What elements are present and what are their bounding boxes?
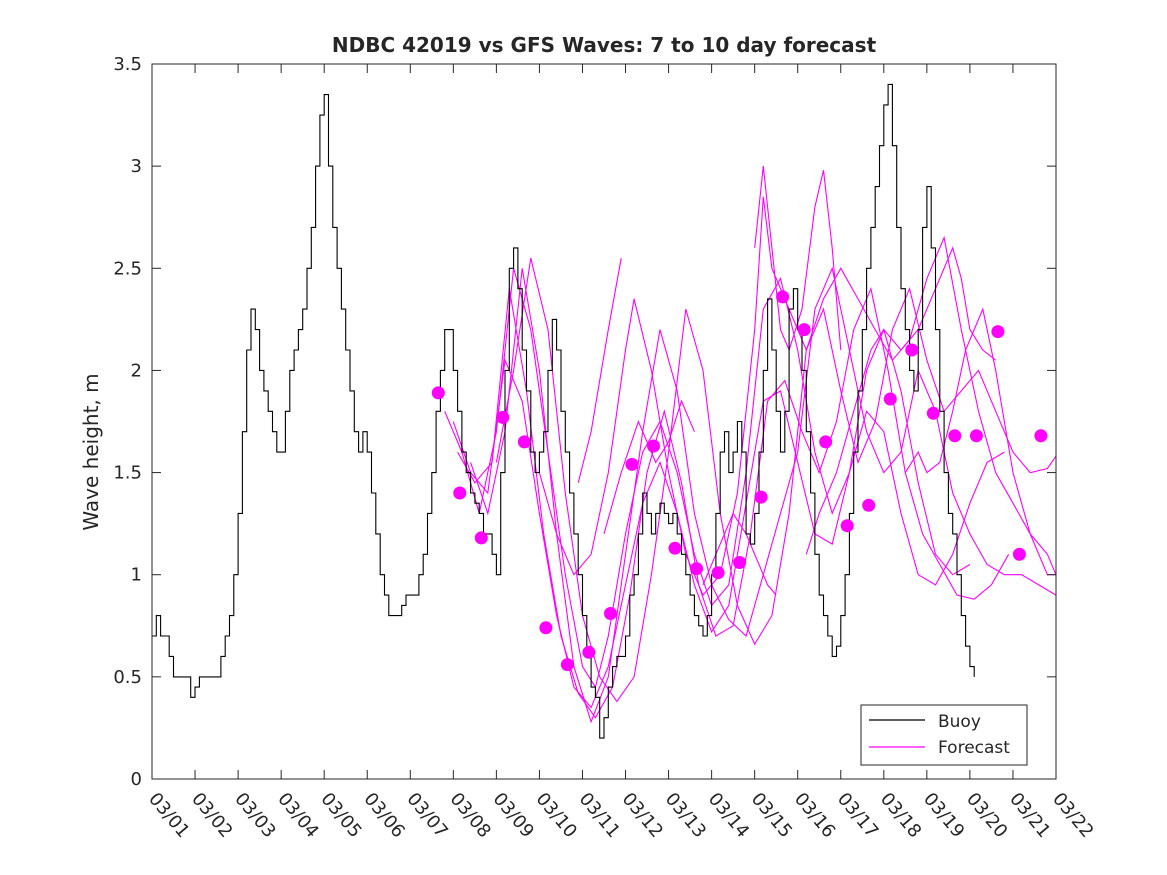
forecast-marker-13: [690, 562, 704, 576]
forecast-marker-16: [754, 490, 768, 504]
forecast-marker-27: [991, 325, 1005, 339]
forecast-markers: [431, 290, 1048, 672]
axes-box: [151, 63, 1057, 780]
forecast-marker-6: [539, 621, 553, 635]
forecast-marker-9: [604, 607, 617, 620]
forecast-marker-7: [560, 658, 574, 672]
legend-buoy-label: Buoy: [938, 712, 981, 732]
y-axis-label: Wave height, m: [79, 373, 103, 530]
forecast-marker-23: [905, 343, 919, 357]
forecast-marker-14: [711, 566, 725, 580]
y-tick-label-2: 1: [131, 565, 142, 586]
forecast-marker-11: [647, 439, 660, 453]
y-tick-label-6: 3: [131, 156, 142, 177]
y-tick-label-1: 0.5: [113, 667, 142, 688]
forecast-marker-15: [733, 556, 747, 569]
forecast-marker-10: [625, 457, 639, 471]
forecast-marker-8: [582, 645, 596, 659]
forecast-marker-21: [862, 498, 876, 512]
plot-background: [152, 64, 1056, 779]
legend-box: [860, 704, 1028, 766]
forecast-marker-4: [496, 410, 510, 424]
forecast-marker-1: [431, 386, 445, 400]
forecast-run-line-8: [603, 399, 695, 535]
forecast-marker-19: [819, 435, 833, 449]
y-tick-label-7: 3.5: [113, 54, 142, 75]
forecast-run-line-3: [457, 286, 1010, 719]
forecast-marker-28: [1012, 547, 1026, 561]
forecast-run-line-7: [577, 258, 622, 483]
forecast-marker-17: [776, 290, 790, 304]
forecast-run-line-12: [904, 307, 1056, 576]
legend: Buoy Forecast: [860, 704, 1028, 766]
legend-forecast-label: Forecast: [938, 738, 1010, 758]
forecast-marker-20: [840, 519, 854, 533]
y-tick-label-3: 1.5: [113, 463, 142, 484]
chart-title: NDBC 42019 vs GFS Waves: 7 to 10 day for…: [332, 33, 877, 57]
forecast-run-line-10: [754, 166, 842, 352]
y-axis: 0 0.5 1 1.5 2 2.5 3 3.5: [113, 54, 1056, 790]
buoy-series-line: [152, 83, 975, 739]
forecast-marker-29: [1034, 429, 1048, 443]
forecast-marker-3: [474, 531, 488, 545]
forecast-marker-12: [668, 541, 682, 555]
y-tick-label-5: 2.5: [113, 258, 142, 279]
forecast-run-line-2: [452, 358, 1005, 709]
y-tick-label-4: 2: [131, 360, 142, 381]
y-tick-label-0: 0: [131, 769, 142, 790]
forecast-marker-26: [969, 429, 983, 443]
forecast-marker-5: [517, 435, 531, 449]
forecast-marker-25: [948, 429, 962, 443]
forecast-marker-22: [883, 392, 897, 406]
forecast-marker-2: [453, 486, 467, 500]
forecast-marker-24: [926, 406, 940, 420]
forecast-marker-18: [797, 323, 811, 337]
